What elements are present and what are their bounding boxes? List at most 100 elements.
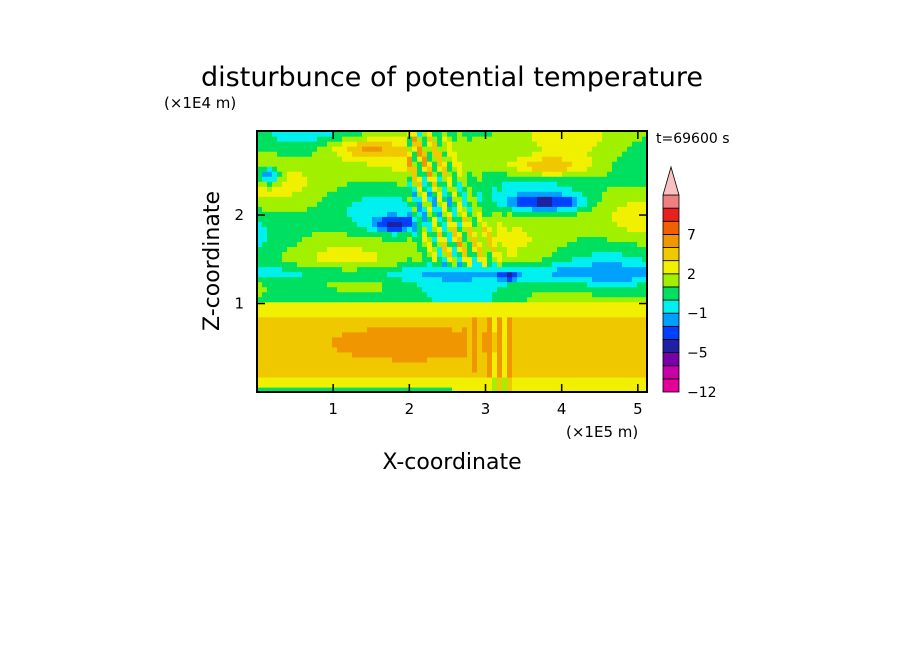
field-cell xyxy=(292,176,298,182)
field-cell xyxy=(502,151,508,157)
field-cell xyxy=(377,231,383,237)
field-cell xyxy=(452,266,458,273)
field-cell xyxy=(327,346,333,353)
field-cell xyxy=(462,251,468,258)
field-cell xyxy=(337,376,343,383)
field-cell xyxy=(267,351,273,358)
field-cell xyxy=(402,341,408,348)
field-cell xyxy=(347,281,353,288)
field-cell xyxy=(332,241,338,248)
field-cell xyxy=(322,136,328,142)
field-cell xyxy=(547,206,553,212)
field-cell xyxy=(512,221,518,227)
field-cell xyxy=(352,181,358,187)
field-cell xyxy=(617,306,623,313)
field-cell xyxy=(332,306,338,313)
field-cell xyxy=(512,281,518,288)
field-cell xyxy=(337,326,343,333)
field-cell xyxy=(302,211,308,217)
field-cell xyxy=(402,206,408,212)
field-cell xyxy=(437,166,443,172)
field-cell xyxy=(432,236,438,243)
field-cell xyxy=(607,336,613,343)
field-cell xyxy=(587,216,593,222)
field-cell xyxy=(272,376,278,383)
field-cell xyxy=(377,206,383,212)
field-cell xyxy=(307,381,313,388)
field-cell xyxy=(627,266,633,273)
field-cell xyxy=(367,221,373,227)
field-cell xyxy=(522,141,528,147)
field-cell xyxy=(402,311,408,318)
field-cell xyxy=(492,146,498,152)
field-cell xyxy=(517,181,523,187)
field-cell xyxy=(442,161,448,167)
field-cell xyxy=(537,191,543,197)
field-cell xyxy=(487,166,493,172)
field-cell xyxy=(352,191,358,197)
field-cell xyxy=(627,361,633,368)
field-cell xyxy=(342,151,348,157)
field-cell xyxy=(612,146,618,152)
field-cell xyxy=(382,171,388,177)
field-cell xyxy=(592,371,598,378)
field-cell xyxy=(452,251,458,258)
field-cell xyxy=(447,266,453,273)
field-cell xyxy=(467,191,473,197)
field-cell xyxy=(457,231,463,237)
field-cell xyxy=(552,346,558,353)
field-cell xyxy=(342,211,348,217)
field-cell xyxy=(257,166,263,172)
field-cell xyxy=(482,261,488,268)
field-cell xyxy=(607,146,613,152)
field-cell xyxy=(282,201,288,207)
field-cell xyxy=(342,141,348,147)
field-cell xyxy=(427,371,433,378)
field-cell xyxy=(527,311,533,318)
field-cell xyxy=(287,311,293,318)
field-cell xyxy=(522,321,528,328)
field-cell xyxy=(427,251,433,258)
field-cell xyxy=(317,161,323,167)
field-cell xyxy=(307,291,313,298)
field-cell xyxy=(467,221,473,227)
field-cell xyxy=(427,301,433,308)
field-cell xyxy=(462,136,468,142)
field-cell xyxy=(502,296,508,303)
field-cell xyxy=(372,361,378,368)
field-cell xyxy=(507,351,513,358)
field-cell xyxy=(567,216,573,222)
field-cell xyxy=(552,196,558,202)
field-cell xyxy=(567,331,573,338)
field-cell xyxy=(547,291,553,298)
field-cell xyxy=(392,161,398,167)
field-cell xyxy=(507,301,513,308)
field-cell xyxy=(547,281,553,288)
field-cell xyxy=(307,181,313,187)
field-cell xyxy=(457,331,463,338)
field-cell xyxy=(547,251,553,258)
field-cell xyxy=(352,336,358,343)
field-cell xyxy=(312,196,318,202)
field-cell xyxy=(292,316,298,323)
field-cell xyxy=(432,176,438,182)
field-cell xyxy=(402,201,408,207)
field-cell xyxy=(607,241,613,248)
field-cell xyxy=(642,361,647,368)
field-cell xyxy=(572,236,578,243)
field-cell xyxy=(342,221,348,227)
field-cell xyxy=(402,211,408,217)
field-cell xyxy=(292,271,298,278)
field-cell xyxy=(477,136,483,142)
field-cell xyxy=(282,211,288,217)
field-cell xyxy=(422,261,428,268)
field-cell xyxy=(277,286,283,293)
field-cell xyxy=(447,351,453,358)
field-cell xyxy=(317,346,323,353)
field-cell xyxy=(602,291,608,298)
field-cell xyxy=(267,306,273,313)
field-cell xyxy=(537,341,543,348)
field-cell xyxy=(312,151,318,157)
colorbar-swatch xyxy=(662,299,680,314)
